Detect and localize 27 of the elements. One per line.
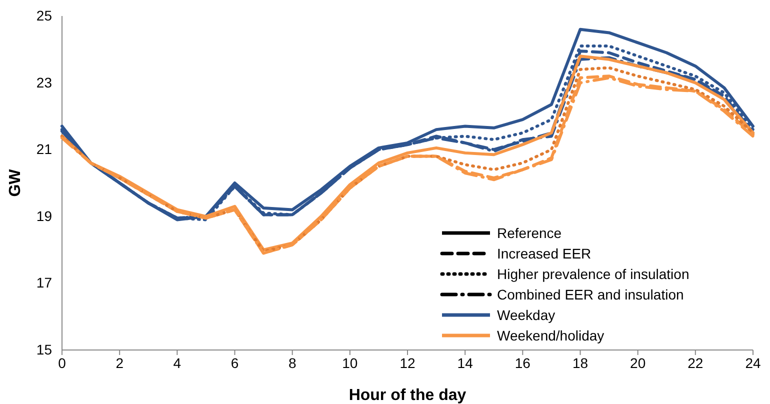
annotation: Weekend/holiday: [497, 328, 604, 344]
y-tick-label: 23: [36, 74, 52, 90]
x-tick-label: 20: [630, 354, 646, 371]
x-tick-label: 8: [288, 354, 296, 371]
x-tick-label: 24: [745, 354, 761, 371]
x-tick-label: 2: [116, 354, 124, 371]
x-tick-label: 16: [514, 354, 531, 371]
x-tick-label: 14: [457, 354, 474, 371]
y-tick-label: 25: [36, 7, 52, 24]
x-tick-label: 10: [342, 354, 358, 371]
x-tick-label: 22: [688, 354, 704, 371]
annotation: Higher prevalence of insulation: [497, 266, 690, 282]
annotation: Reference: [497, 225, 562, 241]
x-tick-label: 0: [58, 354, 66, 371]
x-axis-title: Hour of the day: [348, 387, 466, 404]
y-tick-label: 17: [36, 274, 52, 291]
annotation: Increased EER: [497, 246, 592, 262]
y-axis-title: GW: [7, 168, 24, 197]
x-tick-label: 12: [400, 354, 416, 371]
x-tick-label: 18: [572, 354, 588, 371]
annotation: Combined EER and insulation: [497, 286, 684, 302]
y-tick-label: 19: [36, 208, 52, 224]
y-tick-label: 15: [36, 341, 52, 358]
y-tick-label: 21: [36, 141, 52, 158]
x-tick-label: 4: [173, 354, 182, 371]
annotation: Weekday: [497, 307, 556, 323]
x-tick-label: 6: [230, 354, 239, 371]
